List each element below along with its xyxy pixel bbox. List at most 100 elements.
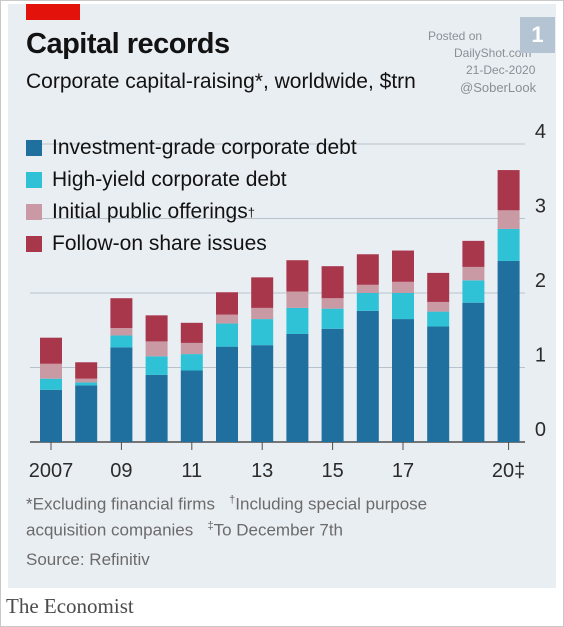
bar-segment-follow-on bbox=[321, 266, 344, 299]
bar-segment-follow-on bbox=[40, 337, 62, 364]
bar-segment-follow-on bbox=[392, 250, 414, 282]
bar-segment-investment-grade bbox=[497, 260, 520, 442]
footnote-to-date: To December 7th bbox=[213, 520, 344, 540]
bar-segment-high-yield bbox=[286, 307, 309, 334]
bar-segment-high-yield bbox=[110, 335, 133, 348]
y-tick-label: 1 bbox=[535, 345, 546, 367]
bar-segment-high-yield bbox=[145, 356, 168, 375]
bar-segment-ipo bbox=[75, 378, 98, 383]
legend: Investment-grade corporate debt High-yie… bbox=[26, 132, 357, 260]
bar-segment-high-yield bbox=[180, 354, 203, 371]
bar-segment-investment-grade bbox=[180, 370, 203, 442]
bar-segment-high-yield bbox=[40, 378, 62, 390]
legend-swatch-investment-grade bbox=[26, 140, 42, 156]
bar-segment-follow-on bbox=[462, 240, 485, 267]
bar-segment-high-yield bbox=[321, 308, 344, 329]
footnote-line-1: *Excluding financial firms †Including sp… bbox=[26, 494, 427, 515]
economist-logo: The Economist bbox=[6, 594, 134, 618]
bar-segment-ipo bbox=[392, 281, 414, 293]
bar-segment-ipo bbox=[145, 341, 168, 357]
bar-segment-investment-grade bbox=[427, 326, 450, 442]
source-note: Source: Refinitiv bbox=[26, 550, 150, 569]
legend-label-ipo: Initial public offerings bbox=[52, 200, 248, 223]
watermark-date: 21-Dec-2020 bbox=[466, 63, 536, 77]
bar-segment-high-yield bbox=[497, 228, 520, 261]
bar-segment-ipo bbox=[216, 314, 238, 324]
footnote-excluding: *Excluding financial firms bbox=[26, 494, 215, 514]
y-tick-label: 0 bbox=[535, 419, 546, 441]
legend-label-high-yield: High-yield corporate debt bbox=[52, 168, 287, 191]
bar-segment-follow-on bbox=[110, 298, 133, 329]
bar-segment-follow-on bbox=[180, 322, 203, 343]
bar-segment-ipo bbox=[251, 307, 274, 320]
bar-segment-investment-grade bbox=[110, 347, 133, 442]
bar-segment-high-yield bbox=[427, 311, 450, 327]
bar-segment-follow-on bbox=[251, 277, 274, 308]
legend-item-investment-grade: Investment-grade corporate debt bbox=[26, 132, 357, 164]
bar-segment-follow-on bbox=[145, 315, 168, 342]
bar-segment-ipo bbox=[427, 301, 450, 312]
legend-swatch-high-yield bbox=[26, 172, 42, 188]
bar-segment-investment-grade bbox=[75, 385, 98, 442]
legend-item-ipo: Initial public offerings † bbox=[26, 196, 357, 228]
x-tick-label: 2007 bbox=[29, 460, 74, 482]
watermark-posted: Posted on bbox=[428, 29, 483, 43]
y-tick-label: 2 bbox=[535, 270, 546, 292]
bar-segment-investment-grade bbox=[216, 346, 238, 442]
economist-red-tag bbox=[26, 4, 80, 20]
bar-segment-follow-on bbox=[497, 170, 520, 211]
bar-segment-high-yield bbox=[75, 382, 98, 386]
watermark-site: DailyShot.com bbox=[454, 46, 532, 60]
legend-label-ipo-mark: † bbox=[247, 204, 255, 220]
bar-segment-ipo bbox=[110, 328, 133, 336]
watermark: Posted on DailyShot.com 21-Dec-2020 @Sob… bbox=[422, 28, 542, 96]
bar-segment-ipo bbox=[286, 291, 309, 308]
bar-segment-high-yield bbox=[462, 280, 485, 303]
bar-segment-follow-on bbox=[216, 292, 238, 315]
bar-segment-follow-on bbox=[286, 260, 309, 292]
footnote-double-dagger: ‡ bbox=[207, 520, 214, 532]
legend-swatch-ipo bbox=[26, 204, 42, 220]
bar-segment-high-yield bbox=[392, 293, 414, 320]
chart-subtitle: Corporate capital-raising*, worldwide, $… bbox=[26, 70, 416, 93]
bar-segment-ipo bbox=[497, 210, 520, 229]
bar-segment-ipo bbox=[356, 284, 379, 293]
footnote-line-2: acquisition companies ‡To December 7th bbox=[26, 520, 343, 541]
chart-number-badge: 1 bbox=[520, 17, 555, 53]
bar-segment-investment-grade bbox=[462, 302, 485, 442]
bar-segment-follow-on bbox=[427, 272, 450, 302]
bar-segment-investment-grade bbox=[286, 333, 309, 442]
bar-segment-high-yield bbox=[251, 319, 274, 346]
chart-title: Capital records bbox=[26, 28, 230, 60]
bar-segment-investment-grade bbox=[392, 319, 414, 442]
footnote-including: Including special purpose bbox=[235, 494, 428, 514]
bar-segment-investment-grade bbox=[40, 389, 62, 442]
bar-segment-follow-on bbox=[75, 362, 98, 379]
y-tick-label: 3 bbox=[535, 196, 546, 218]
bar-segment-ipo bbox=[180, 342, 203, 355]
x-tick-label: 17 bbox=[392, 460, 414, 482]
bar-segment-investment-grade bbox=[251, 345, 274, 442]
footnote-acquisition: acquisition companies bbox=[26, 520, 194, 540]
watermark-handle: @SoberLook bbox=[460, 80, 537, 95]
y-tick-label: 4 bbox=[535, 121, 546, 143]
legend-swatch-follow-on bbox=[26, 236, 42, 252]
legend-item-follow-on: Follow-on share issues bbox=[26, 228, 357, 260]
legend-label-follow-on: Follow-on share issues bbox=[52, 232, 267, 255]
bar-segment-ipo bbox=[40, 363, 62, 379]
bar-segment-investment-grade bbox=[356, 310, 379, 442]
x-tick-label: 15 bbox=[321, 460, 343, 482]
bar-segment-high-yield bbox=[216, 323, 238, 347]
bar-segment-investment-grade bbox=[321, 328, 344, 442]
x-tick-label: 20‡ bbox=[492, 460, 525, 482]
x-tick-label: 11 bbox=[181, 460, 202, 482]
x-tick-label: 09 bbox=[110, 460, 132, 482]
bar-segment-ipo bbox=[321, 298, 344, 309]
bar-segment-follow-on bbox=[356, 254, 379, 285]
bar-segment-high-yield bbox=[356, 293, 379, 311]
bar-segment-ipo bbox=[462, 266, 485, 281]
x-tick-label: 13 bbox=[251, 460, 273, 482]
legend-item-high-yield: High-yield corporate debt bbox=[26, 164, 357, 196]
footnote-dagger: † bbox=[229, 494, 236, 506]
